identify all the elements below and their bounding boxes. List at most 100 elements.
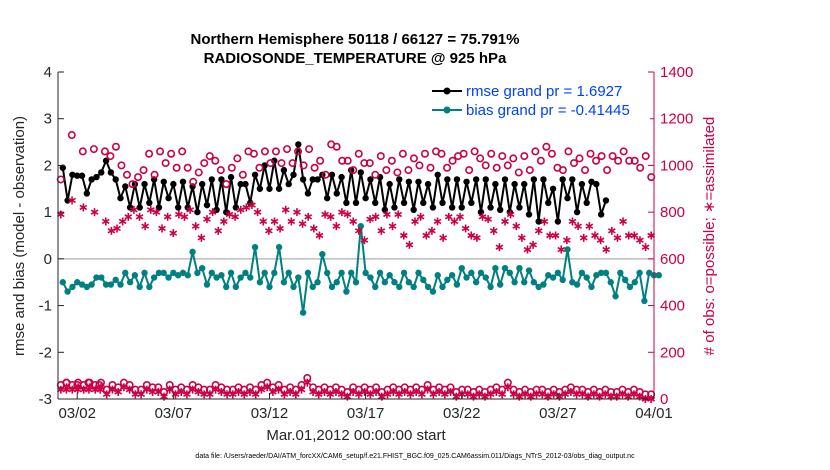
data-point xyxy=(439,199,446,206)
data-point xyxy=(343,288,350,295)
y-right-tick-label: 1400 xyxy=(660,64,693,81)
data-point xyxy=(410,206,417,214)
obs-possible-point xyxy=(564,147,573,156)
obs-assimilated-point xyxy=(253,208,262,217)
obs-assimilated-point xyxy=(492,387,501,396)
obs-possible-point xyxy=(354,149,363,158)
data-point xyxy=(304,190,312,197)
data-point xyxy=(521,180,528,188)
obs-assimilated-point xyxy=(428,226,436,235)
obs-assimilated-point xyxy=(503,383,512,392)
data-point xyxy=(516,265,523,272)
obs-possible-point xyxy=(597,152,606,161)
data-point xyxy=(333,279,340,286)
obs-assimilated-point xyxy=(641,243,650,252)
obs-assimilated-point xyxy=(90,208,99,217)
data-point xyxy=(299,309,307,316)
obs-possible-point xyxy=(619,147,628,156)
obs-possible-point xyxy=(558,166,567,175)
obs-assimilated-point xyxy=(389,387,398,396)
data-point xyxy=(463,274,470,281)
x-tick-label: 03/02 xyxy=(58,405,96,422)
obs-assimilated-point xyxy=(521,390,529,399)
obs-possible-point xyxy=(316,156,325,165)
obs-possible-point xyxy=(299,161,308,170)
obs-possible-point xyxy=(111,142,120,151)
data-point xyxy=(237,274,244,281)
data-point xyxy=(208,269,216,277)
data-point xyxy=(69,171,76,178)
data-point xyxy=(280,279,288,286)
obs-assimilated-point xyxy=(591,231,599,240)
data-point xyxy=(141,269,148,277)
data-point xyxy=(559,276,566,284)
obs-assimilated-point xyxy=(405,240,414,249)
data-point xyxy=(194,208,201,216)
data-point xyxy=(160,269,167,277)
obs-assimilated-point xyxy=(579,233,588,242)
data-point xyxy=(410,283,417,291)
data-point xyxy=(64,288,71,295)
obs-possible-point xyxy=(608,152,617,161)
chart-subtitle: RADIOSONDE_TEMPERATURE @ 925 hPa xyxy=(204,50,507,67)
data-point xyxy=(174,204,182,211)
obs-assimilated-point xyxy=(303,378,312,387)
obs-assimilated-point xyxy=(137,390,145,399)
obs-assimilated-point xyxy=(248,201,256,210)
data-point xyxy=(535,218,542,225)
obs-possible-point xyxy=(310,163,319,172)
obs-assimilated-point xyxy=(291,390,300,399)
data-point xyxy=(107,169,115,176)
obs-assimilated-point xyxy=(394,210,403,219)
obs-assimilated-point xyxy=(211,385,220,394)
obs-assimilated-point xyxy=(422,231,431,240)
data-point xyxy=(251,243,259,251)
data-point xyxy=(150,274,158,281)
obs-assimilated-point xyxy=(489,226,498,235)
data-point xyxy=(588,283,595,291)
data-point xyxy=(256,185,264,192)
data-point xyxy=(564,246,571,253)
obs-assimilated-point xyxy=(567,387,575,396)
data-point xyxy=(597,211,605,218)
data-point xyxy=(386,180,393,188)
data-point xyxy=(295,141,302,148)
obs-possible-point xyxy=(614,156,623,165)
data-point xyxy=(559,176,566,183)
data-point xyxy=(362,194,369,202)
data-point xyxy=(242,180,249,188)
data-point xyxy=(458,265,465,272)
obs-possible-point xyxy=(194,168,203,177)
obs-possible-point xyxy=(134,173,143,182)
obs-possible-point xyxy=(100,147,109,156)
obs-assimilated-point xyxy=(332,222,341,231)
obs-possible-point xyxy=(569,159,578,168)
obs-possible-point xyxy=(189,177,198,186)
x-tick-label: 03/27 xyxy=(539,405,577,422)
data-point xyxy=(136,204,143,211)
obs-assimilated-point xyxy=(360,236,369,245)
data-point xyxy=(155,204,163,211)
obs-possible-point xyxy=(476,154,485,163)
series-rmse-line xyxy=(61,144,607,222)
data-point xyxy=(93,173,100,181)
x-tick-label: 03/22 xyxy=(443,405,481,422)
obs-assimilated-point xyxy=(354,390,363,399)
data-point xyxy=(174,272,182,279)
data-point xyxy=(122,183,129,190)
data-point xyxy=(155,269,163,277)
data-point xyxy=(74,279,81,286)
x-axis-label: Mar.01,2012 00:00:00 start xyxy=(266,427,446,444)
obs-possible-point xyxy=(581,166,590,175)
obs-possible-point xyxy=(238,170,247,179)
obs-assimilated-point xyxy=(578,390,587,399)
y-right-tick-label: 1000 xyxy=(660,157,693,174)
obs-assimilated-point xyxy=(354,226,363,235)
obs-assimilated-point xyxy=(309,387,317,396)
obs-assimilated-point xyxy=(446,387,455,396)
data-point xyxy=(506,269,514,277)
data-point xyxy=(160,178,167,185)
obs-possible-point xyxy=(404,166,413,175)
data-point xyxy=(468,199,475,206)
data-point xyxy=(328,283,336,291)
